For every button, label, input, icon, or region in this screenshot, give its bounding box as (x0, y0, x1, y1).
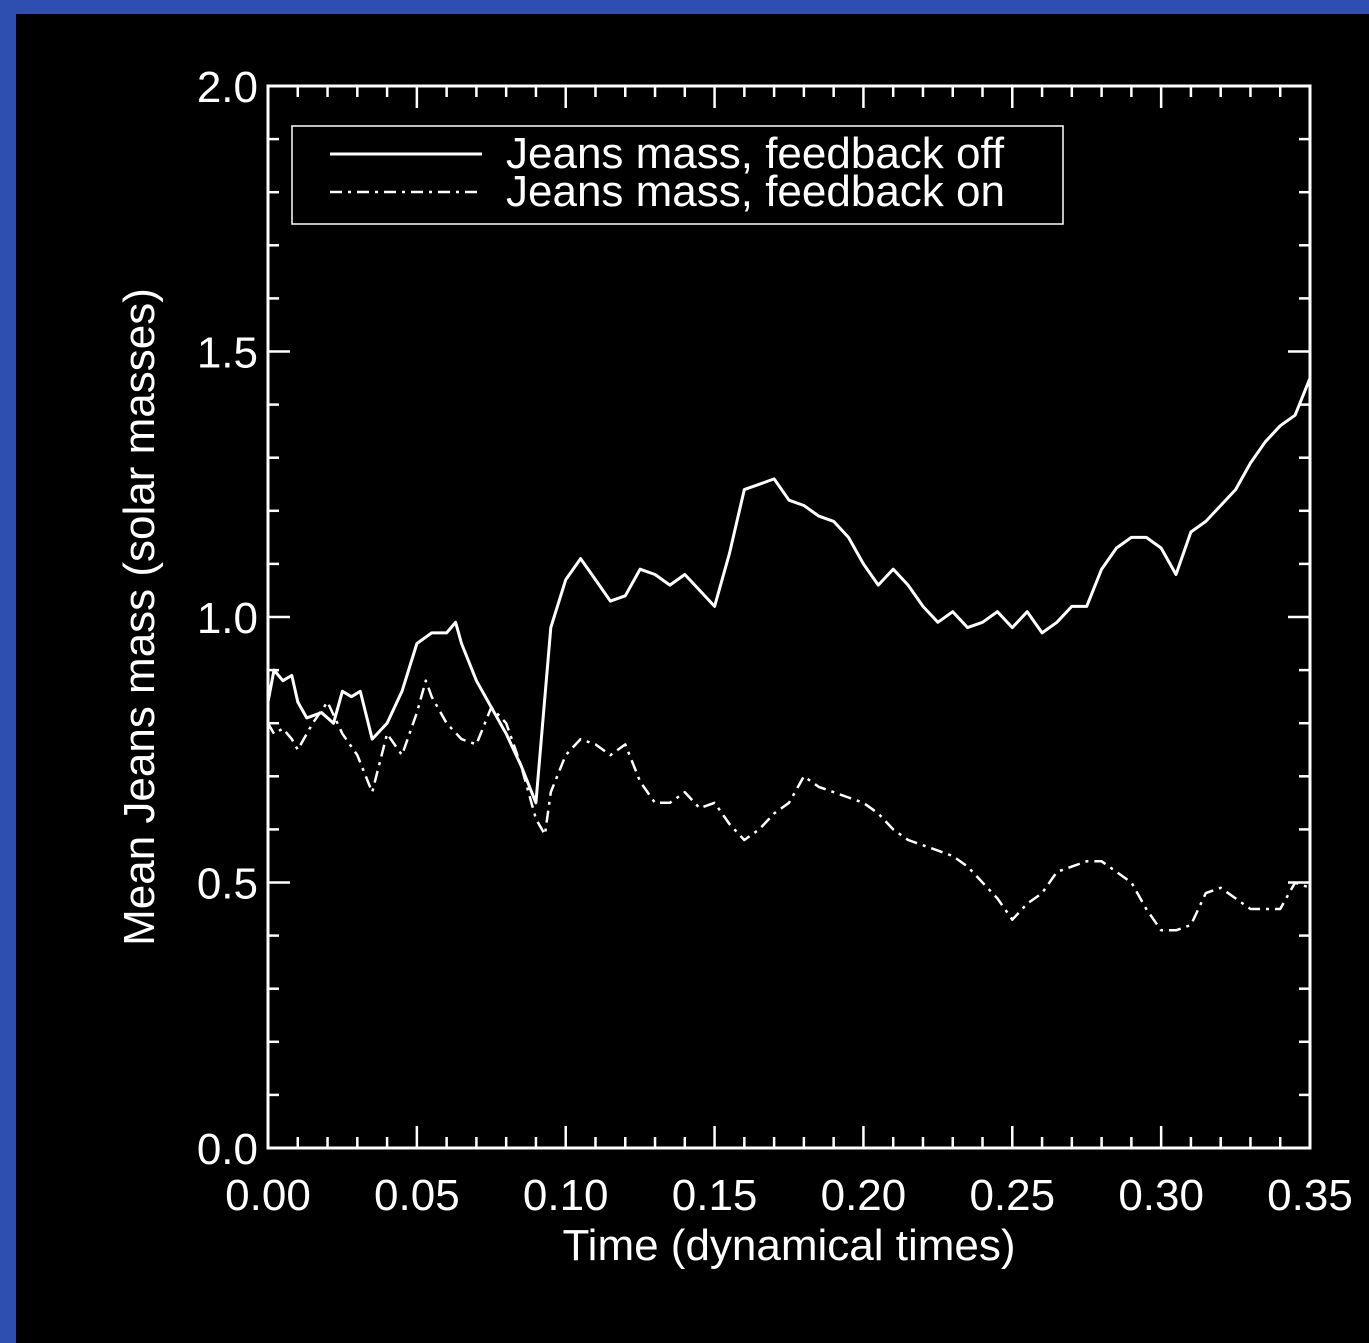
y-tick-label: 1.0 (197, 594, 258, 643)
plot-area-border (266, 84, 1312, 1150)
jeans-mass-line-chart: 0.00 0.05 0.10 0.15 0.20 0.25 0.30 0.35 0.0 0.5 1.… (115, 63, 1353, 1270)
axis-ticks (266, 84, 1312, 1150)
legend-box (291, 125, 1064, 225)
x-axis-label: Time (dynamical times) (562, 1221, 1015, 1270)
y-tick-label: 0.0 (197, 1125, 258, 1174)
x-tick-label: 0.15 (672, 1171, 758, 1220)
y-axis-label: Mean Jeans mass (solar masses) (115, 288, 164, 946)
axis-tick-labels: 0.00 0.05 0.10 0.15 0.20 0.25 0.30 0.35 0.0 0.5 1.… (197, 63, 1353, 1220)
series-line-feedback-on (266, 679, 1311, 932)
series-line-feedback-off (266, 377, 1312, 805)
legend-label-feedback-on: Jeans mass, feedback on (506, 167, 1005, 216)
x-tick-label: 0.35 (1267, 1171, 1353, 1220)
legend: Jeans mass, feedback off Jeans mass, fee… (291, 125, 1064, 225)
x-tick-label: 0.05 (374, 1171, 460, 1220)
chart-frame: 0.00 0.05 0.10 0.15 0.20 0.25 0.30 0.35 0.0 0.5 1.… (16, 14, 1369, 1343)
x-tick-label: 0.25 (969, 1171, 1055, 1220)
series-lines (266, 377, 1312, 932)
legend-label-feedback-off: Jeans mass, feedback off (506, 129, 1005, 178)
y-tick-label: 1.5 (197, 329, 258, 378)
x-tick-label: 0.30 (1118, 1171, 1204, 1220)
y-tick-label: 0.5 (197, 860, 258, 909)
x-tick-label: 0.20 (821, 1171, 907, 1220)
x-tick-label: 0.00 (225, 1171, 311, 1220)
y-tick-label: 2.0 (197, 63, 258, 112)
x-tick-label: 0.10 (523, 1171, 609, 1220)
